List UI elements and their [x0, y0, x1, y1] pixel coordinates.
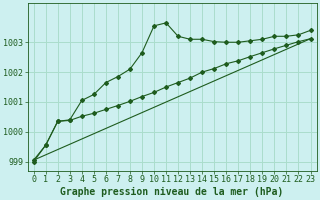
X-axis label: Graphe pression niveau de la mer (hPa): Graphe pression niveau de la mer (hPa)	[60, 186, 284, 197]
